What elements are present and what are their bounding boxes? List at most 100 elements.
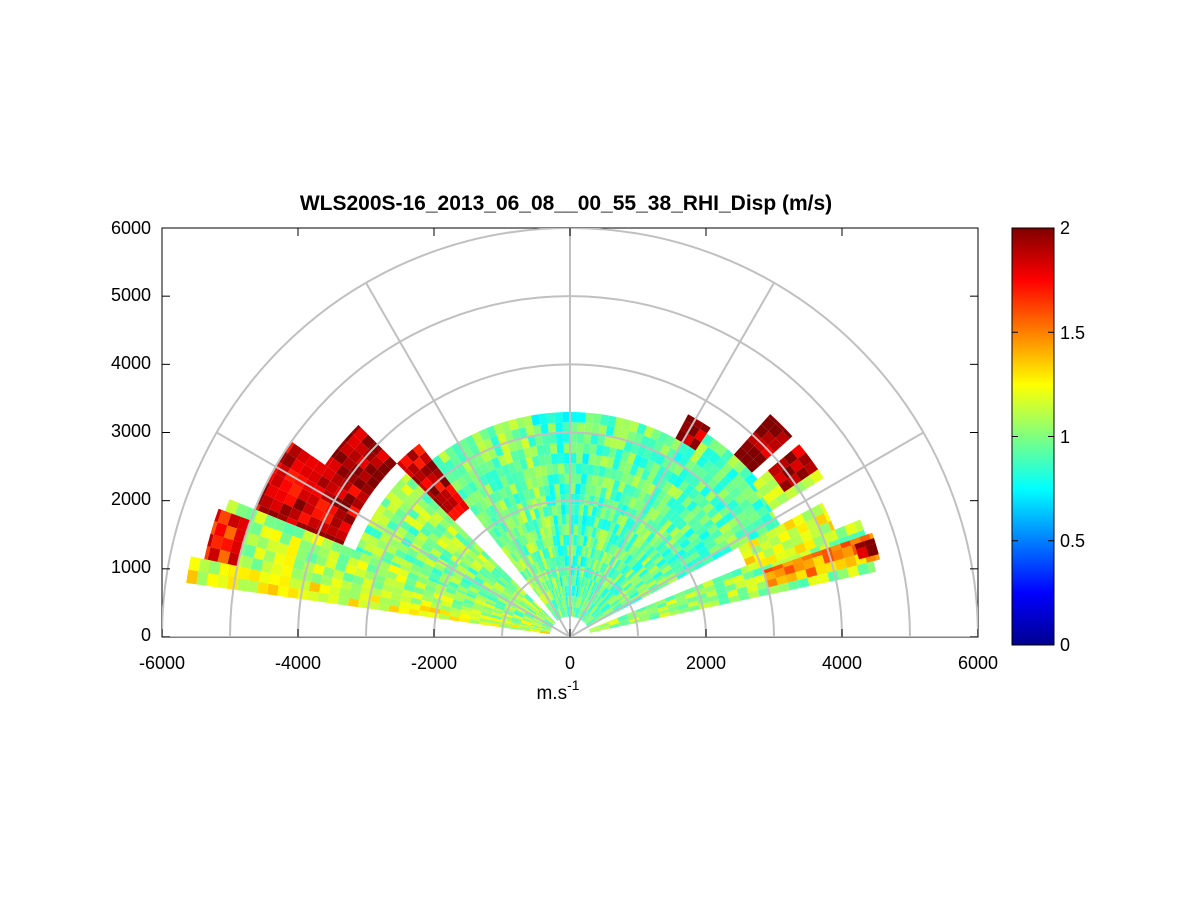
data-cell xyxy=(393,580,406,590)
data-cell xyxy=(587,591,594,601)
data-cell xyxy=(332,569,345,581)
data-cell xyxy=(524,612,535,619)
data-cell xyxy=(598,623,609,628)
data-cell xyxy=(509,624,521,629)
data-cell xyxy=(627,612,638,619)
data-cell xyxy=(506,440,517,453)
data-cell xyxy=(575,607,580,618)
data-cell xyxy=(547,590,554,601)
data-cell xyxy=(590,580,597,592)
data-cell xyxy=(594,485,602,497)
data-cell xyxy=(781,464,796,479)
data-cell xyxy=(541,593,549,604)
data-cell xyxy=(853,519,864,533)
data-cell xyxy=(213,522,228,538)
data-cell xyxy=(500,617,512,623)
data-cell xyxy=(510,552,519,563)
data-cell xyxy=(736,479,750,493)
data-cell xyxy=(472,559,483,570)
data-cell xyxy=(511,515,521,527)
data-cell xyxy=(556,504,562,515)
data-cell xyxy=(708,599,720,608)
data-cell xyxy=(588,625,599,631)
data-cell xyxy=(576,432,585,444)
data-cell xyxy=(723,577,735,587)
data-cell xyxy=(761,416,776,432)
data-cell xyxy=(583,613,591,622)
data-cell xyxy=(570,412,578,423)
data-cell xyxy=(371,553,383,561)
data-cell xyxy=(513,562,523,573)
data-cell xyxy=(559,534,564,546)
data-cell xyxy=(428,499,441,512)
data-cell xyxy=(589,605,598,615)
data-cell xyxy=(698,529,711,541)
data-cell xyxy=(400,483,414,497)
data-cell xyxy=(710,528,723,540)
data-cell xyxy=(516,513,525,525)
data-cell xyxy=(688,604,700,612)
data-cell xyxy=(420,599,432,608)
data-cell xyxy=(484,578,495,587)
data-cell xyxy=(676,491,689,504)
data-cell xyxy=(290,567,303,580)
data-cell xyxy=(748,590,760,599)
data-cell xyxy=(483,495,494,507)
data-cell xyxy=(399,600,411,609)
data-cell xyxy=(840,540,852,549)
data-cell xyxy=(589,629,600,633)
data-cell xyxy=(801,474,816,489)
data-cell xyxy=(628,508,638,520)
data-cell xyxy=(325,481,340,495)
data-cell xyxy=(391,586,404,595)
data-cell xyxy=(576,442,584,454)
data-cell xyxy=(444,446,457,459)
data-cell xyxy=(560,545,565,556)
data-cell xyxy=(460,609,472,616)
data-cell xyxy=(689,450,702,464)
data-cell xyxy=(581,611,588,621)
data-cell xyxy=(565,504,570,515)
data-cell xyxy=(797,577,810,589)
y-tick-label: 5000 xyxy=(111,285,151,305)
data-cell xyxy=(570,442,577,454)
data-cell xyxy=(493,501,503,514)
data-cell xyxy=(434,588,446,596)
data-cell xyxy=(636,606,647,613)
data-cell xyxy=(292,497,307,512)
data-cell xyxy=(604,531,613,543)
data-cell xyxy=(554,525,560,536)
data-cell xyxy=(406,547,419,559)
data-cell xyxy=(632,548,643,559)
data-cell xyxy=(538,610,547,618)
data-cell xyxy=(600,602,610,611)
data-cell xyxy=(665,537,677,549)
data-cell xyxy=(540,594,548,604)
data-cell xyxy=(425,459,439,473)
data-cell xyxy=(507,494,517,507)
data-cell xyxy=(585,578,591,589)
data-cell xyxy=(619,526,628,538)
data-cell xyxy=(575,596,579,607)
data-cell xyxy=(503,485,513,497)
data-cell xyxy=(348,449,363,464)
data-cell xyxy=(491,586,502,595)
data-cell xyxy=(626,610,638,617)
data-cell xyxy=(207,547,221,562)
data-cell xyxy=(659,612,670,618)
data-cell xyxy=(785,572,798,583)
data-cell xyxy=(564,473,570,484)
data-cell xyxy=(864,537,876,547)
data-cell xyxy=(661,468,673,481)
data-cell xyxy=(250,557,264,572)
data-cell xyxy=(517,535,526,547)
data-cell xyxy=(615,524,624,536)
data-cell xyxy=(612,523,620,535)
data-cell xyxy=(488,572,499,582)
data-cell xyxy=(795,569,808,581)
data-cell xyxy=(538,549,545,561)
data-cell xyxy=(316,475,331,490)
data-cell xyxy=(687,516,699,528)
data-cell xyxy=(760,512,774,525)
data-cell xyxy=(746,529,760,541)
